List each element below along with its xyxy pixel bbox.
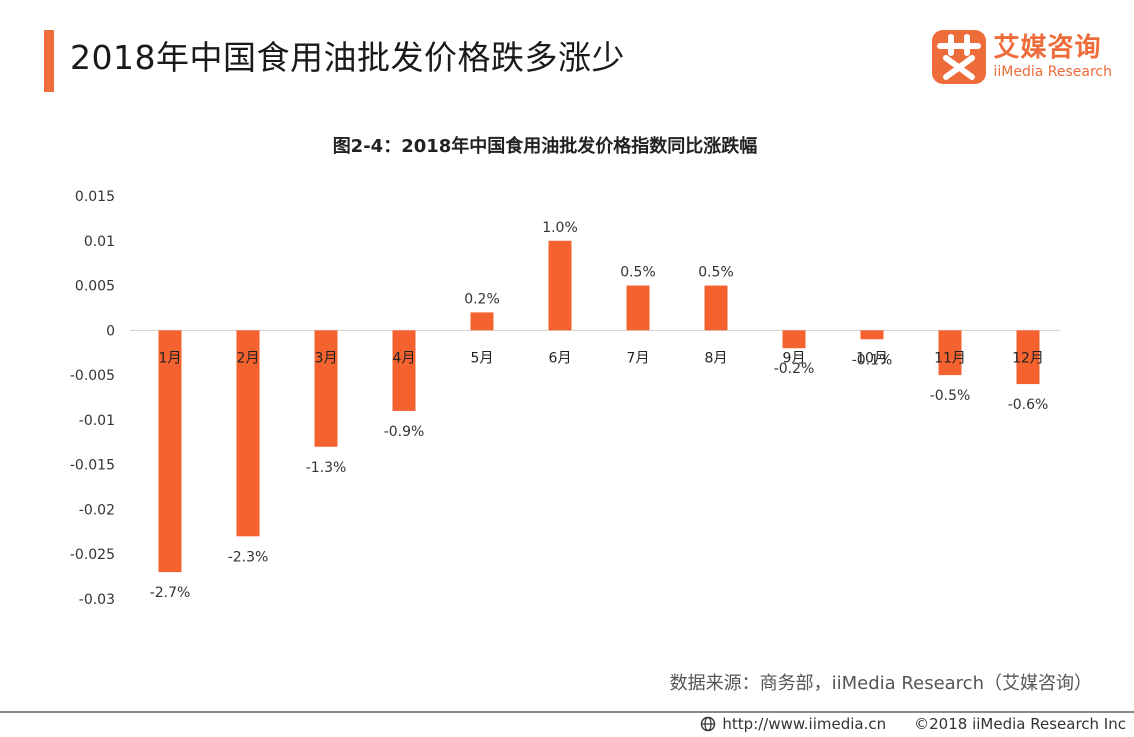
x-category-label: 4月 xyxy=(393,350,416,366)
x-category-label: 2月 xyxy=(237,350,260,366)
y-tick-label: 0.005 xyxy=(75,279,115,295)
x-category-label: 6月 xyxy=(549,350,572,366)
bar xyxy=(548,240,572,331)
header-accent-bar xyxy=(44,30,54,92)
chart-title: 图2-4：2018年中国食用油批发价格指数同比涨跌幅 xyxy=(333,135,758,157)
footer: http://www.iimedia.cn ©2018 iiMedia Rese… xyxy=(700,714,1126,734)
footer-copyright: ©2018 iiMedia Research Inc xyxy=(914,715,1126,733)
bar-data-label: 0.5% xyxy=(620,265,656,281)
y-tick-label: 0 xyxy=(106,323,115,339)
bar-data-label: 0.2% xyxy=(464,291,500,307)
y-tick-label: -0.005 xyxy=(70,368,115,384)
x-category-label: 5月 xyxy=(471,350,494,366)
x-category-label: 7月 xyxy=(627,350,650,366)
bar xyxy=(236,330,260,537)
footer-divider xyxy=(0,711,1134,713)
bar-data-label: -1.3% xyxy=(306,460,347,476)
bar-data-label: -0.2% xyxy=(774,361,815,377)
bar xyxy=(392,330,416,411)
bar-data-label: 0.5% xyxy=(698,265,734,281)
y-tick-label: -0.025 xyxy=(70,547,115,563)
bar xyxy=(704,285,728,331)
x-category-label: 3月 xyxy=(315,350,338,366)
bar-data-label: -0.6% xyxy=(1008,397,1049,413)
bar xyxy=(860,330,884,340)
bar-data-label: -0.1% xyxy=(852,352,893,368)
brand-name-cn: 艾媒咨询 xyxy=(993,33,1102,63)
bar-series xyxy=(158,240,1040,573)
data-labels: -2.7% -2.3% -1.3% -0.9% 0.2% 1.0% 0.5% 0.5% -0.2… xyxy=(150,220,1049,601)
bar-data-label: -2.7% xyxy=(150,585,191,601)
bar xyxy=(626,285,650,331)
x-axis-labels: 1月 2月 3月 4月 5月 6月 7月 8月 9月 10月 11月 12月 xyxy=(159,350,1044,366)
footer-url[interactable]: http://www.iimedia.cn xyxy=(722,715,887,733)
y-tick-label: -0.03 xyxy=(79,592,115,608)
x-category-label: 11月 xyxy=(934,350,966,366)
bar-data-label: -0.9% xyxy=(384,424,425,440)
y-tick-label: -0.015 xyxy=(70,458,115,474)
bar xyxy=(1016,330,1040,385)
bar-data-label: -0.5% xyxy=(930,388,971,404)
bar xyxy=(782,330,806,349)
y-axis: 0.015 0.01 0.005 0 -0.005 -0.01 -0.015 -0.02 -0.… xyxy=(70,189,115,608)
brand-name-en: iiMedia Research xyxy=(993,64,1113,80)
x-category-label: 8月 xyxy=(705,350,728,366)
page-title: 2018年中国食用油批发价格跌多涨少 xyxy=(70,38,625,77)
globe-icon xyxy=(700,716,716,732)
x-category-label: 10月 xyxy=(856,350,888,366)
x-category-label: 9月 xyxy=(783,350,806,366)
brand-mark-icon xyxy=(931,30,986,84)
x-category-label: 12月 xyxy=(1012,350,1044,366)
bar xyxy=(158,330,182,573)
bar-data-label: 1.0% xyxy=(542,220,578,236)
bar xyxy=(314,330,338,447)
bar xyxy=(938,330,962,376)
y-tick-label: 0.015 xyxy=(75,189,115,205)
y-tick-label: -0.01 xyxy=(79,413,115,429)
bar-data-label: -2.3% xyxy=(228,549,269,565)
brand-logo: 艾媒咨询 iiMedia Research xyxy=(931,30,1113,84)
x-category-label: 1月 xyxy=(159,350,182,366)
y-tick-label: 0.01 xyxy=(84,234,115,250)
bar xyxy=(470,312,494,331)
data-source-note: 数据来源：商务部，iiMedia Research（艾媒咨询） xyxy=(669,673,1092,694)
bar-chart: 图2-4：2018年中国食用油批发价格指数同比涨跌幅 0.015 0.01 0.00… xyxy=(70,135,1060,608)
y-tick-label: -0.02 xyxy=(79,502,115,518)
